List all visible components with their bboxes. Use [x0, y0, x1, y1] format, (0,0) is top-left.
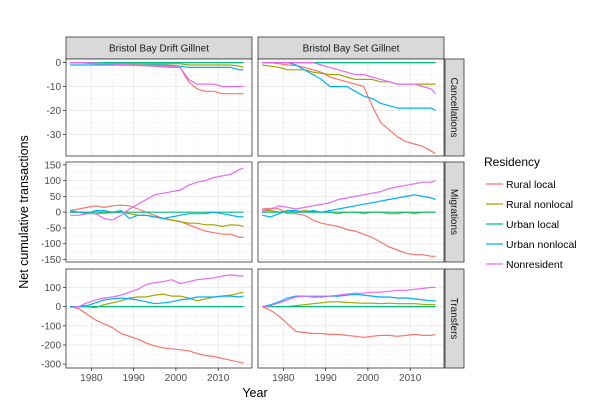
series-line-urban-nonlocal — [262, 194, 436, 218]
legend-label: Urban nonlocal — [506, 239, 577, 251]
series-line-urban-nonlocal — [70, 210, 244, 220]
y-tick-label: -100 — [41, 239, 61, 250]
y-tick-label: 100 — [44, 176, 61, 187]
panel — [65, 268, 253, 369]
legend-label: Nonresident — [506, 259, 563, 271]
y-tick-label: -300 — [41, 360, 61, 371]
panel-border — [65, 58, 253, 157]
panel-background — [66, 269, 252, 368]
x-tick-label: 1990 — [123, 373, 146, 384]
panel-border — [257, 58, 445, 157]
series-line-nonresident — [262, 61, 436, 95]
y-axis-title: Net cumulative transactions — [17, 135, 31, 289]
y-tick-label: -100 — [41, 321, 61, 332]
y-tick-label: 150 — [44, 160, 61, 171]
panel — [65, 58, 253, 157]
y-tick-label: -200 — [41, 340, 61, 351]
x-tick-label: 1980 — [272, 373, 295, 384]
facet-strip-row — [444, 161, 465, 263]
series-line-rural-local — [70, 306, 244, 364]
y-tick-label: 50 — [50, 192, 62, 203]
series-line-nonresident — [70, 167, 244, 221]
facet-strip-label: Bristol Bay Set Gillnet — [303, 44, 400, 55]
series-line-rural-local — [262, 61, 436, 155]
y-tick-label: -20 — [47, 106, 62, 117]
panel — [257, 58, 445, 157]
y-tick-label: 0 — [55, 58, 61, 69]
panel-background — [66, 59, 252, 156]
facet-strip-row — [444, 268, 465, 369]
series-line-rural-local — [70, 204, 244, 238]
x-tick-label: 1980 — [80, 373, 103, 384]
panel — [65, 161, 253, 263]
x-tick-label: 1990 — [315, 373, 338, 384]
legend-label: Urban local — [506, 219, 559, 231]
series-line-nonresident — [262, 180, 436, 212]
panel-background — [258, 269, 444, 368]
series-line-rural-local — [262, 207, 436, 257]
series-line-urban-nonlocal — [70, 295, 244, 308]
facet-strip-label: Migrations — [448, 189, 459, 235]
y-tick-label: -10 — [47, 82, 62, 93]
y-tick-label: -30 — [47, 130, 62, 141]
panel — [257, 161, 445, 263]
x-axis-title: Year — [242, 386, 267, 400]
y-tick-label: -150 — [41, 255, 61, 266]
facet-strip-label: Transfers — [448, 298, 459, 340]
x-tick-label: 2010 — [399, 373, 422, 384]
series-line-nonresident — [70, 61, 244, 88]
y-tick-label: -50 — [47, 223, 62, 234]
x-tick-label: 2010 — [207, 373, 230, 384]
series-line-urban-nonlocal — [262, 61, 436, 112]
facet-strip-label: Cancellations — [448, 77, 459, 137]
series-line-urban-nonlocal — [70, 64, 244, 71]
x-tick-label: 2000 — [165, 373, 188, 384]
legend: Residency Rural local Rural nonlocal Urban… — [484, 155, 577, 271]
series-line-nonresident — [262, 286, 436, 308]
y-tick-label: 0 — [55, 208, 61, 219]
facet-strip-row — [444, 58, 465, 157]
series-line-urban-nonlocal — [262, 293, 436, 308]
panel — [257, 268, 445, 369]
y-tick-label: 100 — [44, 283, 61, 294]
series-line-rural-local — [261, 306, 436, 338]
facet-strip-label: Bristol Bay Drift Gillnet — [109, 44, 209, 55]
series-line-nonresident — [70, 274, 244, 309]
panel-border — [65, 268, 253, 369]
panel-border — [257, 161, 445, 263]
legend-title: Residency — [484, 155, 540, 169]
x-tick-label: 2000 — [357, 373, 380, 384]
legend-label: Rural nonlocal — [506, 199, 573, 211]
panels-layer: Bristol Bay Drift Gillnet Bristol Bay Set… — [41, 36, 465, 384]
y-tick-label: 0 — [55, 302, 61, 313]
legend-label: Rural local — [506, 179, 556, 191]
panel-border — [257, 268, 445, 369]
